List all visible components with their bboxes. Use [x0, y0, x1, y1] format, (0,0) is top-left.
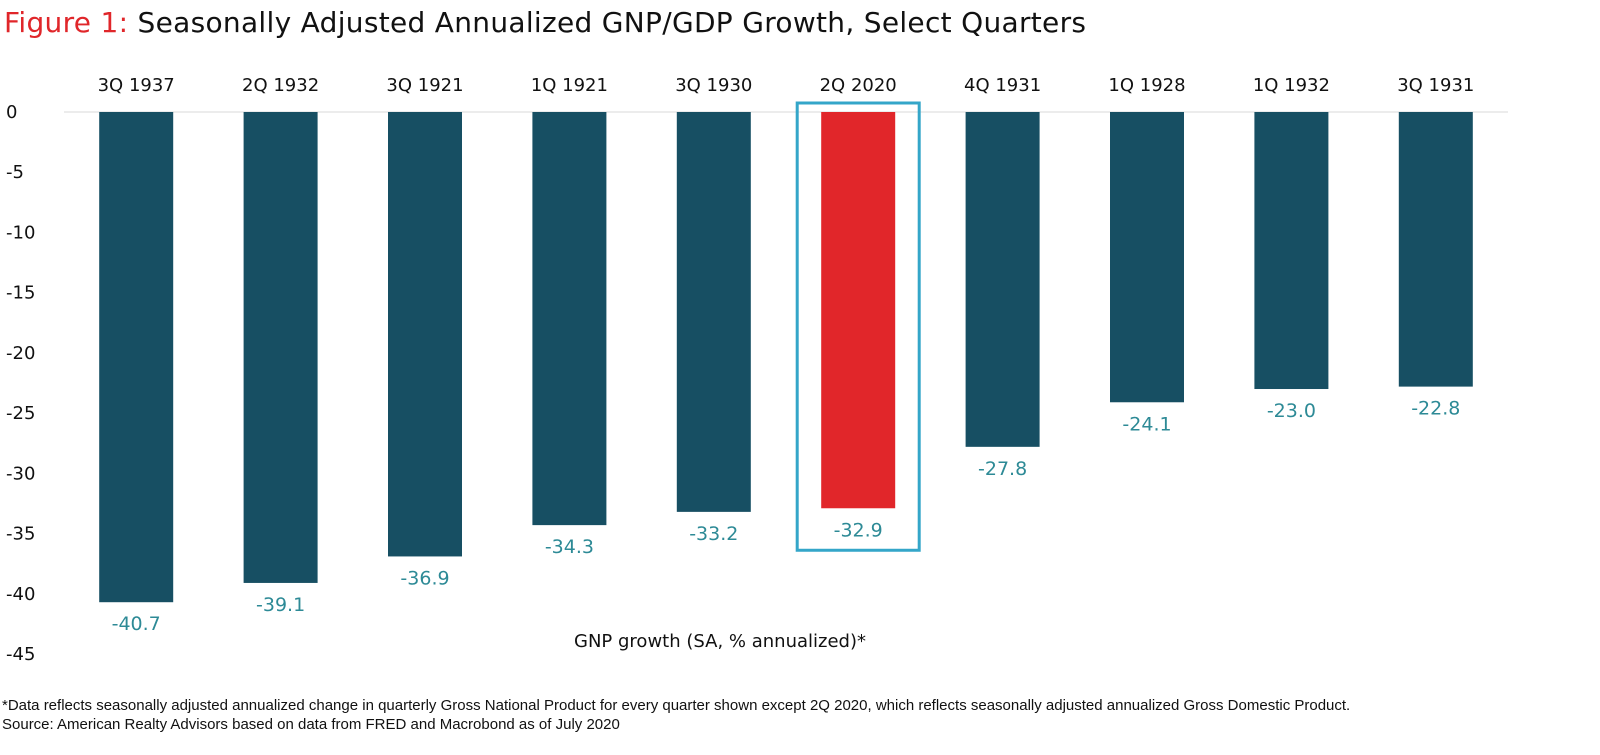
bar: [965, 112, 1040, 447]
x-tick-label: 3Q 1921: [386, 75, 463, 96]
y-tick-label: -35: [6, 524, 35, 545]
x-tick-label: 1Q 1928: [1108, 75, 1185, 96]
y-tick-label: -10: [6, 222, 35, 243]
bars: [99, 101, 1473, 603]
footnote: *Data reflects seasonally adjusted annua…: [2, 696, 1350, 734]
data-label: -34.3: [545, 536, 594, 558]
data-label: -27.8: [978, 458, 1027, 480]
highlight-box: [795, 101, 921, 552]
data-labels: -40.7 -39.1 -36.9 -34.3 -33.2 -32.9 -27.8 -24.1…: [112, 398, 1461, 636]
bar: [1398, 112, 1473, 387]
y-tick-label: -25: [6, 403, 35, 424]
x-axis-title: GNP growth (SA, % annualized)*: [574, 631, 866, 652]
data-label: -22.8: [1411, 398, 1460, 420]
bar: [1254, 112, 1329, 390]
y-tick-label: -40: [6, 584, 35, 605]
data-label: -39.1: [256, 594, 305, 616]
x-tick-label: 4Q 1931: [964, 75, 1041, 96]
x-tick-label: 2Q 1932: [242, 75, 319, 96]
data-label: -36.9: [400, 567, 449, 589]
x-axis: 3Q 1937 2Q 1932 3Q 1921 1Q 1921 3Q 1930 2Q 20…: [98, 75, 1475, 96]
bar-highlighted: [821, 112, 896, 509]
bar: [676, 112, 751, 512]
bar-chart: 0 -5 -10 -15 -20 -25 -30 -35 -40 -45 3Q 1937 2Q 19…: [6, 75, 1508, 665]
data-label: -24.1: [1122, 413, 1171, 435]
x-tick-label: 2Q 2020: [820, 75, 897, 96]
x-tick-label: 1Q 1921: [531, 75, 608, 96]
y-tick-label: 0: [6, 102, 17, 123]
y-tick-label: -15: [6, 283, 35, 304]
x-tick-label: 3Q 1930: [675, 75, 752, 96]
x-tick-label: 3Q 1931: [1397, 75, 1474, 96]
y-tick-label: -45: [6, 644, 35, 665]
bar: [532, 112, 607, 526]
y-tick-label: -5: [6, 162, 24, 183]
y-tick-label: -20: [6, 343, 35, 364]
figure-label: Figure 1:: [4, 6, 129, 39]
footnote-source: Source: American Realty Advisors based o…: [2, 716, 620, 733]
footnote-note: *Data reflects seasonally adjusted annua…: [2, 697, 1351, 714]
x-tick-label: 3Q 1937: [98, 75, 175, 96]
bar: [99, 112, 174, 603]
y-tick-label: -30: [6, 463, 35, 484]
bar: [1110, 112, 1184, 403]
data-label: -32.9: [834, 519, 883, 541]
data-label: -40.7: [112, 613, 161, 635]
bar: [243, 112, 318, 583]
data-label: -33.2: [689, 523, 738, 545]
bar: [388, 112, 462, 557]
chart-title: Figure 1: Seasonally Adjusted Annualized…: [4, 6, 1086, 39]
x-tick-label: 1Q 1932: [1253, 75, 1330, 96]
data-label: -23.0: [1267, 400, 1316, 422]
figure-title: Seasonally Adjusted Annualized GNP/GDP G…: [137, 6, 1087, 39]
